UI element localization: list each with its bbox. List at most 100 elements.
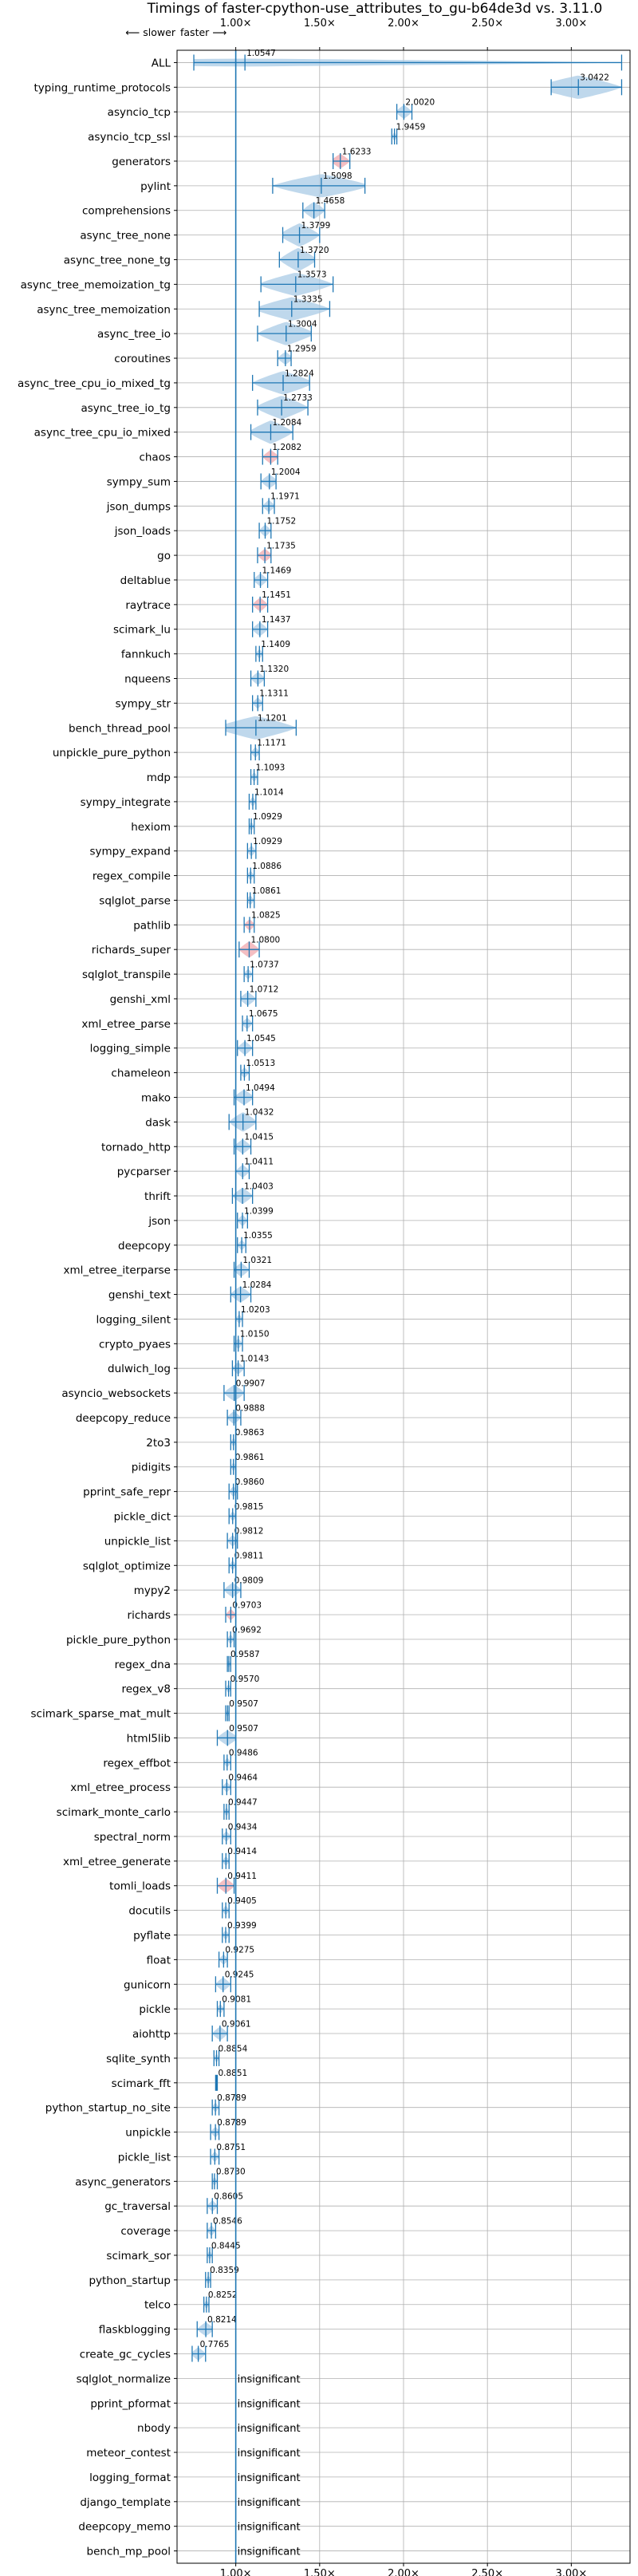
insignificant-label: insignificant	[238, 2497, 301, 2509]
category-label: sqlite_synth	[106, 2053, 171, 2065]
value-label: 1.1971	[270, 492, 300, 502]
category-label: genshi_xml	[110, 993, 171, 1006]
slower-direction-label: ⟵ slower	[125, 26, 175, 38]
category-label: pickle_pure_python	[66, 1634, 171, 1647]
value-label: 0.8546	[213, 2216, 242, 2226]
value-label: 1.0825	[251, 911, 281, 921]
value-label: 1.5098	[323, 172, 352, 181]
category-labels: ALL typing_runtime_protocols asyncio_tcpas…	[18, 57, 177, 2558]
value-label: 0.8730	[216, 2168, 246, 2177]
category-label: mako	[141, 1092, 171, 1105]
category-label: crypto_pyaes	[99, 1338, 171, 1351]
category-label: sympy_expand	[89, 846, 171, 858]
x-tick-label-bottom: 2.00×	[388, 2568, 419, 2576]
category-label: sympy_sum	[107, 475, 171, 488]
value-label: 1.3335	[293, 295, 323, 305]
value-label: 1.1735	[266, 541, 296, 550]
value-label: 1.0800	[250, 936, 280, 945]
category-label: docutils	[128, 1905, 171, 1918]
value-label: 1.3573	[297, 270, 327, 280]
x-tick-label-top: 2.00×	[388, 18, 419, 30]
category-label: async_tree_io	[97, 328, 171, 341]
value-label: 1.0675	[249, 1009, 278, 1019]
category-label: asyncio_tcp_ssl	[88, 131, 171, 144]
category-label: deepcopy_reduce	[76, 1412, 171, 1425]
value-label: 1.1409	[261, 640, 290, 649]
category-label: python_startup_no_site	[45, 2102, 171, 2115]
value-label: 0.9587	[230, 1650, 260, 1659]
value-label: 0.9464	[228, 1773, 258, 1783]
value-label: 0.7765	[200, 2340, 230, 2349]
value-label: 1.3799	[301, 221, 331, 231]
category-label: go	[157, 550, 171, 562]
value-label: 1.2004	[271, 467, 301, 477]
value-label: 0.8851	[218, 2069, 247, 2078]
value-label: 1.0737	[250, 960, 279, 969]
category-label: scimark_lu	[113, 624, 171, 637]
value-label: 0.9399	[227, 1921, 257, 1931]
value-label: 1.2082	[272, 443, 301, 452]
value-label: 1.6233	[342, 147, 372, 156]
category-label: async_tree_cpu_io_mixed	[34, 427, 171, 440]
value-label: 0.9507	[229, 1699, 258, 1709]
value-label: 0.9414	[227, 1847, 257, 1856]
value-label: 1.0712	[250, 984, 279, 994]
category-label: pylint	[140, 180, 171, 193]
value-label: 0.8854	[219, 2044, 248, 2053]
category-label: sqlglot_normalize	[77, 2373, 171, 2385]
value-label: 0.9447	[228, 1797, 258, 1807]
value-label: 0.8214	[207, 2315, 237, 2325]
category-label: fannkuch	[121, 649, 171, 661]
category-label: genshi_text	[108, 1289, 171, 1302]
x-tick-labels-bottom: 1.00× 1.50× 2.00× 2.50× 3.00×	[220, 2563, 587, 2576]
category-label: bench_mp_pool	[87, 2546, 171, 2558]
value-label: 1.0203	[241, 1305, 270, 1315]
value-label: 1.1014	[254, 787, 284, 797]
category-label: xml_etree_iterparse	[64, 1264, 171, 1277]
value-label: 1.3004	[288, 320, 317, 329]
value-label: 0.9434	[228, 1822, 258, 1832]
category-label: pidigits	[132, 1462, 171, 1474]
category-label: mypy2	[134, 1584, 171, 1597]
category-label: deltablue	[120, 574, 171, 587]
category-label: logging_silent	[96, 1313, 171, 1326]
value-label: 1.2084	[272, 418, 301, 428]
category-label: logging_simple	[90, 1043, 171, 1055]
category-label: unpickle_pure_python	[53, 747, 171, 759]
value-label: 1.0355	[243, 1231, 273, 1241]
category-label: sqlglot_optimize	[83, 1560, 171, 1572]
insignificant-label: insignificant	[238, 2448, 301, 2460]
category-label: scimark_sparse_mat_mult	[31, 1708, 171, 1721]
value-label: 1.0513	[246, 1059, 275, 1068]
category-label: python_startup	[89, 2274, 171, 2287]
category-label: gunicorn	[124, 1978, 171, 1991]
category-label: gc_traversal	[104, 2200, 171, 2213]
category-label: bench_thread_pool	[69, 722, 171, 735]
x-tick-label-top: 1.00×	[220, 18, 252, 30]
value-label: 1.1171	[257, 739, 286, 748]
category-label: tomli_loads	[109, 1880, 171, 1893]
category-label: nqueens	[124, 673, 171, 686]
value-label: 0.8789	[217, 2093, 246, 2103]
plot-frame	[176, 49, 631, 2564]
category-label: xml_etree_process	[70, 1781, 171, 1794]
value-label: 1.2733	[283, 393, 313, 403]
faster-direction-label: faster ⟶	[180, 26, 226, 38]
category-label: xml_etree_parse	[81, 1018, 171, 1031]
category-label: pickle	[139, 2003, 171, 2016]
value-label: 1.9459	[396, 122, 426, 132]
category-label: xml_etree_generate	[63, 1856, 171, 1868]
category-label: ALL	[152, 57, 171, 69]
category-label: sqlglot_transpile	[82, 968, 171, 981]
category-label: unpickle	[125, 2127, 171, 2140]
category-label: async_tree_memoization	[37, 303, 171, 316]
value-label: 1.0415	[244, 1133, 274, 1142]
value-label: 0.8605	[214, 2192, 243, 2202]
value-label: 0.9507	[229, 1724, 258, 1734]
value-label: 0.9811	[234, 1552, 264, 1561]
category-label: thrift	[144, 1190, 171, 1203]
value-label: 1.0143	[240, 1355, 270, 1364]
category-label: pickle_dict	[114, 1511, 171, 1524]
value-label: 1.0411	[244, 1158, 274, 1167]
value-label: 0.9907	[236, 1379, 266, 1388]
